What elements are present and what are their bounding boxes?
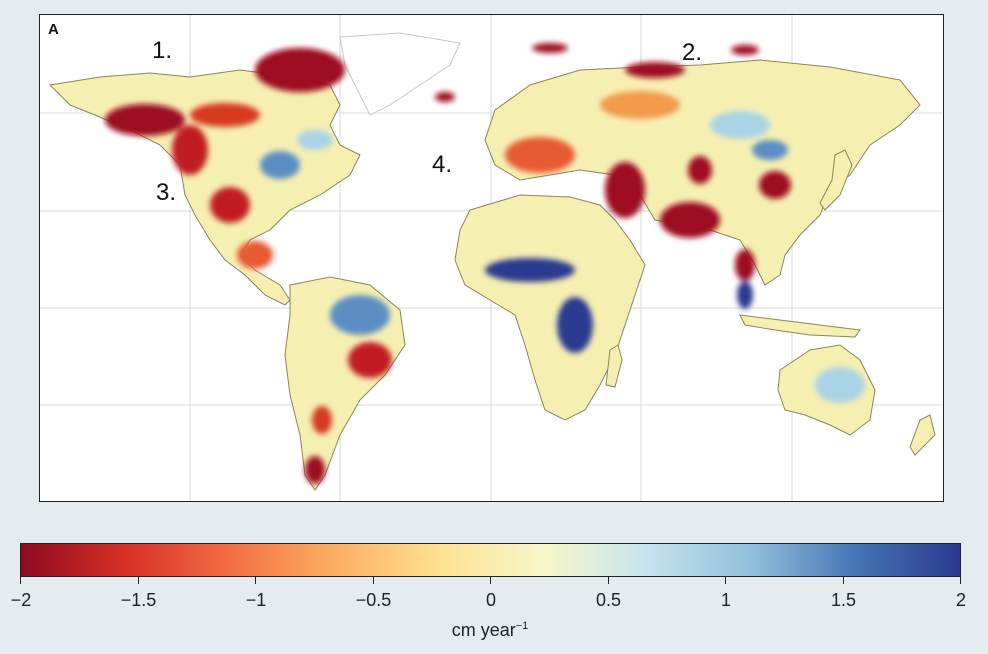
colorbar-tick	[490, 576, 491, 584]
sahel-gain	[485, 258, 575, 282]
se-asia-loss	[735, 249, 755, 281]
svalbard-loss	[532, 43, 568, 53]
china-loss	[759, 171, 791, 199]
indonesia	[739, 314, 861, 338]
central-asia-loss	[688, 156, 712, 184]
east-asia-gain	[752, 140, 788, 160]
colorbar-tick-label: −2	[10, 590, 32, 610]
madagascar	[605, 344, 623, 388]
colorbar-tick	[20, 576, 21, 584]
east-africa-gain	[557, 297, 593, 353]
region-label-3: 3.	[156, 179, 177, 206]
colorbar-tick	[255, 576, 256, 584]
india-loss	[660, 202, 720, 238]
severnaya-loss	[731, 45, 759, 55]
malay-gain	[737, 281, 753, 309]
colorbar-tick	[960, 576, 961, 584]
colorbar-tick-label: 1	[720, 590, 732, 610]
colorbar-tick	[137, 576, 139, 584]
land-masses	[48, 32, 936, 491]
us-west-loss	[172, 125, 208, 175]
colorbar-tick-label: 1.5	[830, 590, 857, 610]
colorbar-tick-label: 0.5	[595, 590, 622, 610]
region-label-1: 1.	[152, 37, 173, 64]
colorbar-unit-label: cm year−1	[452, 620, 529, 641]
colorbar-tick-label: 0	[485, 590, 497, 610]
new-zealand	[909, 414, 936, 456]
siberia-gain	[710, 111, 770, 139]
canada-loss	[190, 103, 260, 127]
russia-loss	[600, 91, 680, 119]
hudson-gain	[297, 130, 333, 150]
mexico-loss	[237, 241, 273, 269]
colorbar-tick	[842, 576, 844, 584]
alaska-loss	[105, 104, 185, 136]
europe-loss	[505, 137, 575, 173]
region-label-4: 4.	[432, 151, 453, 178]
region-label-2: 2.	[682, 39, 703, 66]
middle-east-loss	[605, 162, 645, 218]
africa	[454, 194, 646, 421]
colorbar-tick-label: −1.5	[120, 590, 157, 610]
colorbar-unit-base: cm year	[451, 620, 516, 640]
world-map	[40, 15, 943, 501]
colorbar-tick	[607, 576, 609, 584]
colorbar-tick-label: −1	[245, 590, 267, 610]
panel-letter: A	[48, 21, 59, 38]
amazon-gain	[330, 295, 390, 335]
patagonia-loss	[305, 456, 325, 484]
california-loss	[210, 187, 250, 223]
novaya-zemlya-loss	[625, 62, 685, 78]
colorbar-unit-exponent: −1	[515, 620, 529, 632]
colorbar-tick	[725, 576, 726, 584]
argentina-loss	[312, 406, 332, 434]
colorbar-tick-label: 2	[955, 590, 967, 610]
great-lakes-gain	[260, 151, 300, 179]
greenland	[339, 32, 461, 116]
brazil-loss	[348, 342, 392, 378]
iceland-loss	[435, 92, 455, 102]
australia-gain	[815, 367, 865, 403]
anomaly-patches	[105, 43, 865, 484]
colorbar	[20, 543, 961, 577]
arctic-islands-loss	[255, 48, 345, 92]
colorbar-tick-label: −0.5	[355, 590, 392, 610]
colorbar-tick	[372, 576, 374, 584]
map-panel: A 1. 2. 3. 4.	[39, 14, 944, 502]
japan	[819, 149, 853, 211]
